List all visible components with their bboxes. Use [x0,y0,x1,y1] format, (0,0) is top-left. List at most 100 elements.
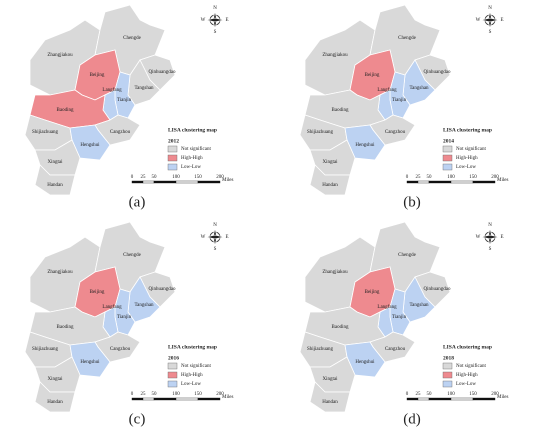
compass-needle [480,17,500,23]
city-label: Xingtai [48,160,64,165]
scale-segment [131,180,144,184]
legend-label: High-High [181,373,203,378]
map-panel: Zhangjiakou Chengde Beijing Qinhuangdao Tang… [299,4,508,210]
legend-title: LISA clustering map [443,344,492,350]
scale-tick: 150 [194,392,202,397]
legend-label: Low-Low [456,165,476,170]
city-label: Langfang [377,88,397,93]
city-label: Tangshan [134,86,154,91]
city-label: Shijiazhuang [307,130,334,135]
scale-segment [153,180,177,184]
scale-tick: 25 [141,175,147,180]
legend-label: Not significant [181,147,211,152]
legend-label: Not significant [181,364,211,369]
city-label: Cangzhou [385,347,406,352]
city-label: Tangshan [134,303,154,308]
city-label: Tianjin [392,98,407,103]
legend-swatch [167,145,178,153]
city-label: Handan [322,400,338,405]
legend-label: Low-Low [456,382,476,387]
scale-segment [153,397,177,401]
panel-label: (d) [403,411,421,427]
legend-swatch [442,362,453,370]
city-label: Langfang [102,305,122,310]
city-label: Qinhuangdao [424,70,451,75]
city-label: Chengde [123,36,142,41]
legend-swatch [167,154,178,162]
scale-tick: 150 [469,392,477,397]
scale-tick: 50 [427,175,433,180]
legend-swatch [167,380,178,388]
legend-title: LISA clustering map [443,127,492,133]
city-label: Zhangjiakou [47,53,73,58]
scale-tick: 100 [172,175,180,180]
city-label: Chengde [123,253,142,258]
scale-tick: 25 [416,392,422,397]
scale-segment [450,180,474,184]
legend-swatch [442,371,453,379]
city-label: Zhangjiakou [322,270,348,275]
city-label: Xingtai [323,377,339,382]
legend-year: 2018 [443,355,454,361]
region [69,124,111,161]
scale-tick: 0 [406,392,409,397]
city-label: Beijing [90,290,105,295]
scale-segment [472,397,496,401]
legend-year: 2012 [168,138,179,144]
legend-swatch [167,371,178,379]
city-label: Zhangjiakou [322,53,348,58]
scale-tick: 150 [194,175,202,180]
city-label: Beijing [365,290,380,295]
city-label: Shijiazhuang [32,130,59,135]
panel-label: (b) [403,194,421,210]
legend-swatch [167,362,178,370]
scale-segment [175,180,199,184]
scale-unit: Miles [497,178,508,183]
scale-tick: 0 [131,392,134,397]
compass-e: E [500,235,503,240]
scale-tick: 200 [216,392,224,397]
legend-swatch [167,163,178,171]
compass-s: S [214,247,217,252]
panel-label: (c) [129,411,146,427]
scale-tick: 0 [131,175,134,180]
city-label: Hengshui [355,143,375,148]
city-label: Hengshui [355,360,375,365]
map-panel: Zhangjiakou Chengde Beijing Qinhuangdao Tang… [24,4,233,210]
city-label: Beijing [365,73,380,78]
compass-n: N [213,6,217,11]
city-label: Qinhuangdao [149,70,176,75]
scale-unit: Miles [497,395,508,400]
city-label: Tangshan [409,303,429,308]
city-label: Cangzhou [110,347,131,352]
city-label: Hengshui [80,143,100,148]
region [34,381,76,413]
compass-w: W [201,235,206,240]
scale-tick: 50 [152,175,158,180]
scale-unit: Miles [222,178,233,183]
scale-tick: 100 [447,175,455,180]
scale-tick: 25 [141,392,147,397]
compass-n: N [213,223,217,228]
city-label: Chengde [398,36,417,41]
scale-tick: 150 [469,175,477,180]
city-label: Shijiazhuang [307,347,334,352]
legend-swatch [442,163,453,171]
city-label: Zhangjiakou [47,270,73,275]
legend-label: High-High [181,156,203,161]
legend-label: Low-Low [181,165,201,170]
legend-label: High-High [456,373,478,378]
scale-segment [417,397,430,401]
city-label: Tianjin [392,315,407,320]
legend-swatch [442,154,453,162]
compass-s: S [489,30,492,35]
city-label: Baoding [332,325,349,330]
city-label: Tangshan [409,86,429,91]
scale-tick: 50 [427,392,433,397]
region [309,164,351,196]
scale-segment [175,397,199,401]
city-label: Shijiazhuang [32,347,59,352]
city-label: Xingtai [48,377,64,382]
region [309,381,351,413]
city-label: Hengshui [80,360,100,365]
